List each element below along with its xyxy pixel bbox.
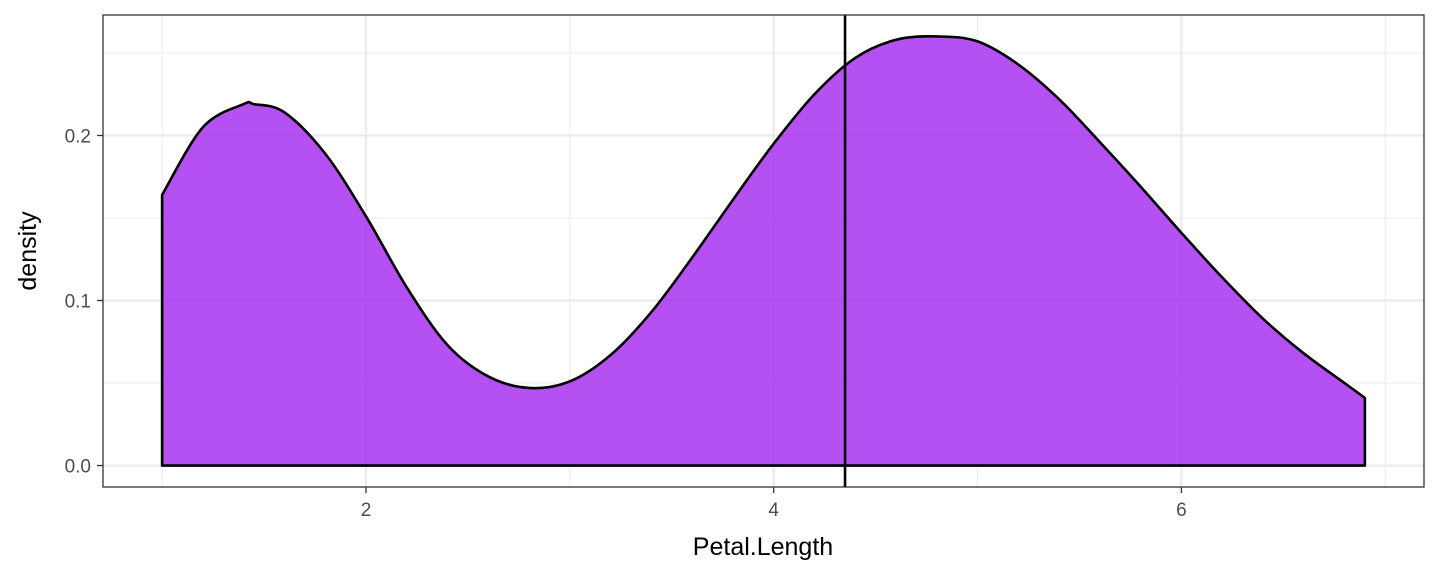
y-axis: 0.0 0.1 0.2 xyxy=(65,126,103,478)
series-layer xyxy=(160,35,1367,467)
y-tick-label: 0.1 xyxy=(65,292,91,313)
x-axis: 2 4 6 xyxy=(361,487,1187,521)
x-tick-label: 6 xyxy=(1176,500,1187,521)
x-tick-label: 2 xyxy=(361,500,372,521)
x-axis-title: Petal.Length xyxy=(693,533,833,561)
panel-border xyxy=(102,14,1425,488)
y-tick-label: 0.0 xyxy=(65,457,91,478)
y-axis-title: density xyxy=(14,211,42,291)
density-area xyxy=(160,35,1367,467)
x-tick-label: 4 xyxy=(768,500,779,521)
y-tick-label: 0.2 xyxy=(65,126,91,147)
